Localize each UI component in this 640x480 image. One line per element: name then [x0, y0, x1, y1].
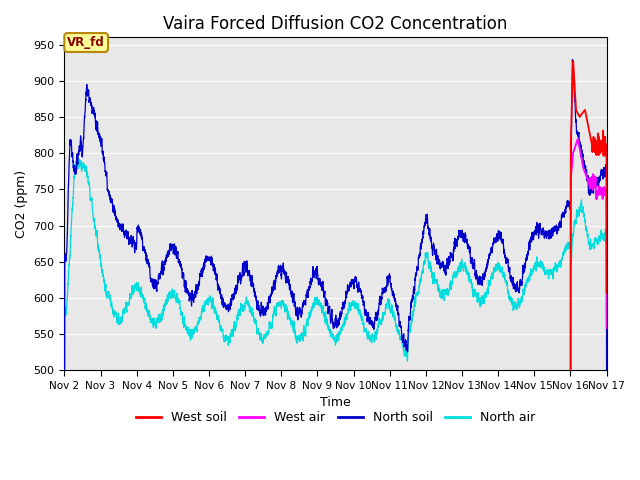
- Title: Vaira Forced Diffusion CO2 Concentration: Vaira Forced Diffusion CO2 Concentration: [163, 15, 508, 33]
- Y-axis label: CO2 (ppm): CO2 (ppm): [15, 170, 28, 238]
- X-axis label: Time: Time: [320, 396, 351, 409]
- Legend: West soil, West air, North soil, North air: West soil, West air, North soil, North a…: [131, 406, 540, 429]
- Text: VR_fd: VR_fd: [67, 36, 105, 49]
